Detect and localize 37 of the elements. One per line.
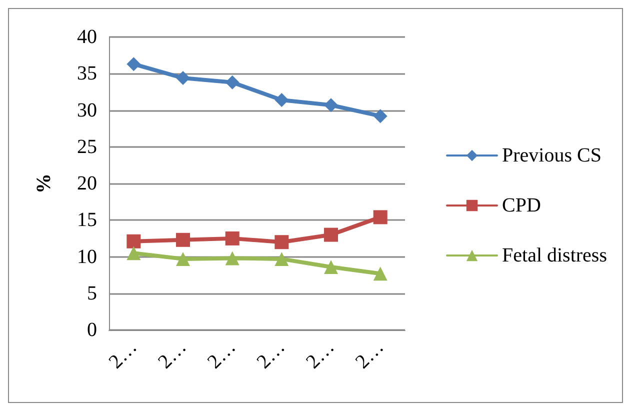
point <box>324 98 338 112</box>
x-tick-label: 2… <box>154 336 191 373</box>
x-tick-label: 2… <box>203 336 240 373</box>
point <box>274 235 289 250</box>
y-tick-label: 40 <box>77 26 97 48</box>
point <box>274 252 289 266</box>
point <box>225 231 240 246</box>
y-tick-label: 30 <box>77 99 97 122</box>
x-tick-label: 2… <box>351 336 388 373</box>
legend-label: Fetal distress <box>502 244 608 266</box>
point <box>373 266 388 281</box>
legend-label: CPD <box>502 194 541 216</box>
point <box>324 260 338 274</box>
x-tick-label: 2… <box>252 336 290 373</box>
y-tick-label: 25 <box>77 136 97 158</box>
legend-label: Previous CS <box>502 144 602 166</box>
y-tick-label: 15 <box>77 209 97 232</box>
y-tick-label: 20 <box>77 172 97 194</box>
point <box>176 252 190 266</box>
y-tick-label: 5 <box>87 282 97 304</box>
point <box>225 75 240 90</box>
y-axis-title: % <box>33 174 55 194</box>
point <box>176 232 190 247</box>
point <box>373 109 388 124</box>
point <box>324 228 338 242</box>
y-tick-label: 10 <box>77 246 97 268</box>
x-tick-label: 2… <box>302 336 339 373</box>
point <box>126 246 141 260</box>
point <box>126 57 141 72</box>
y-tick-label: 0 <box>87 319 97 341</box>
point <box>225 251 240 266</box>
point <box>126 234 141 248</box>
y-tick-label: 35 <box>77 62 97 85</box>
point <box>274 92 289 107</box>
x-tick-label: 2… <box>104 336 142 373</box>
point <box>373 210 388 224</box>
point <box>176 71 190 86</box>
